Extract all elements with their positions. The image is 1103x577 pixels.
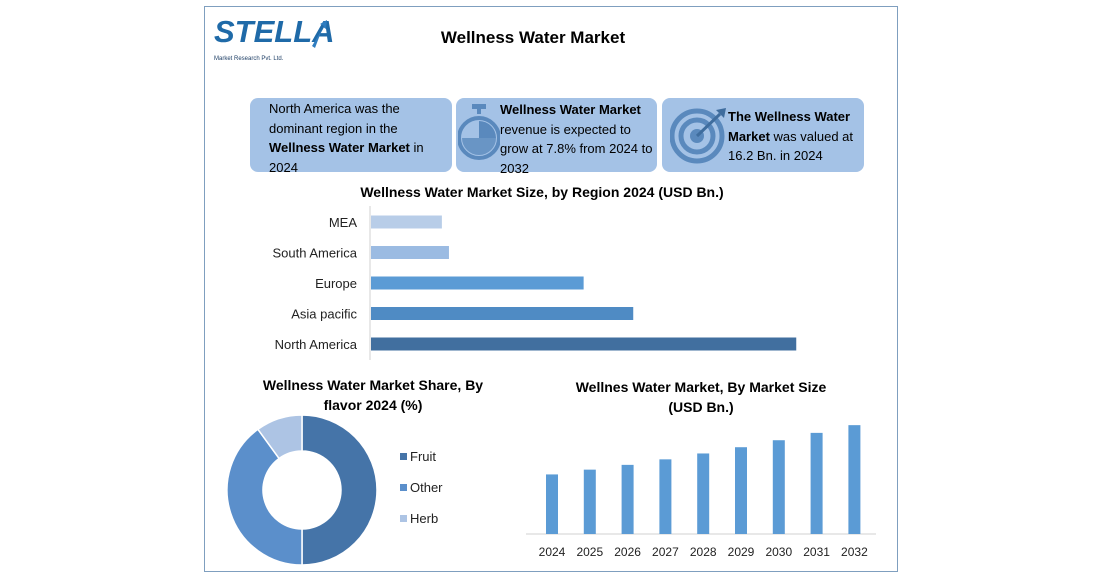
size-bar — [697, 453, 710, 534]
size-tick-label: 2029 — [728, 545, 755, 559]
size-bar — [848, 425, 861, 534]
legend-swatch — [400, 515, 407, 522]
market-size-bar-chart: 2024 2025 2026 2027 2028 2029 2030 2031 2032 — [526, 425, 876, 559]
logo-arrow-icon — [312, 20, 327, 48]
card-dominant-region: North America was the dominant region in… — [250, 98, 452, 175]
card-highlight: The Wellness Water Market — [728, 109, 851, 144]
page-title: Wellness Water Market — [440, 28, 626, 47]
size-bar — [583, 469, 596, 534]
region-tick-label: Asia pacific — [291, 307, 357, 322]
size-tick-label: 2030 — [765, 545, 792, 559]
flavor-chart-title: Wellness Water Market Share, By flavor 2… — [262, 377, 484, 413]
flavor-slice — [301, 414, 378, 566]
legend-swatch — [400, 484, 407, 491]
size-tick-label: 2031 — [803, 545, 830, 559]
size-bar — [659, 459, 672, 534]
card-highlight: Wellness Water Market — [269, 140, 410, 155]
region-bar — [371, 246, 449, 259]
size-bar — [621, 464, 634, 534]
region-tick-label: South America — [272, 246, 357, 261]
target-icon — [670, 108, 726, 164]
card-text: revenue is expected to grow at 7.8% from… — [500, 121, 653, 176]
size-tick-label: 2032 — [841, 545, 868, 559]
region-bar — [371, 337, 797, 351]
region-tick-label: Europe — [315, 276, 357, 291]
size-bar — [772, 440, 785, 534]
card-text: North America was the dominant region in… — [269, 101, 400, 136]
legend-label: Fruit — [410, 449, 436, 464]
region-bar — [371, 307, 634, 320]
region-bar — [371, 276, 584, 290]
size-bar — [546, 474, 558, 534]
flavor-donut-chart: Fruit Other Herb — [226, 414, 443, 566]
region-bar — [371, 215, 442, 229]
card-highlight: Wellness Water Market — [500, 102, 641, 117]
card-text: was valued at 16.2 Bn. in 2024 — [728, 128, 854, 164]
size-tick-label: 2026 — [614, 545, 641, 559]
card-text: in 2024 — [269, 140, 424, 175]
size-bar — [810, 432, 823, 534]
region-tick-label: MEA — [329, 215, 358, 230]
size-tick-label: 2028 — [690, 545, 717, 559]
card-market-value: The Wellness Water Market was valued at … — [662, 98, 864, 172]
flavor-slice — [226, 428, 303, 566]
stopwatch-icon — [458, 104, 500, 160]
legend-label: Herb — [410, 511, 438, 526]
region-chart-title: Wellness Water Market Size, by Region 20… — [360, 184, 724, 200]
size-bar — [735, 447, 747, 534]
size-tick-label: 2024 — [539, 545, 566, 559]
flavor-slice — [256, 414, 303, 460]
size-tick-label: 2025 — [576, 545, 603, 559]
region-tick-label: North America — [275, 337, 358, 352]
market-size-chart-title: Wellnes Water Market, By Market Size (US… — [575, 379, 827, 415]
legend-label: Other — [410, 480, 443, 495]
logo-subtitle: Market Research Pvt. Ltd. — [214, 56, 284, 62]
card-growth-rate: Wellness Water Market revenue is expecte… — [456, 98, 657, 176]
company-logo: STELLA Market Research Pvt. Ltd. — [210, 12, 335, 68]
region-bar-chart: MEA South America Europe Asia pacific North … — [272, 206, 797, 360]
legend-swatch — [400, 453, 407, 460]
size-tick-label: 2027 — [652, 545, 679, 559]
